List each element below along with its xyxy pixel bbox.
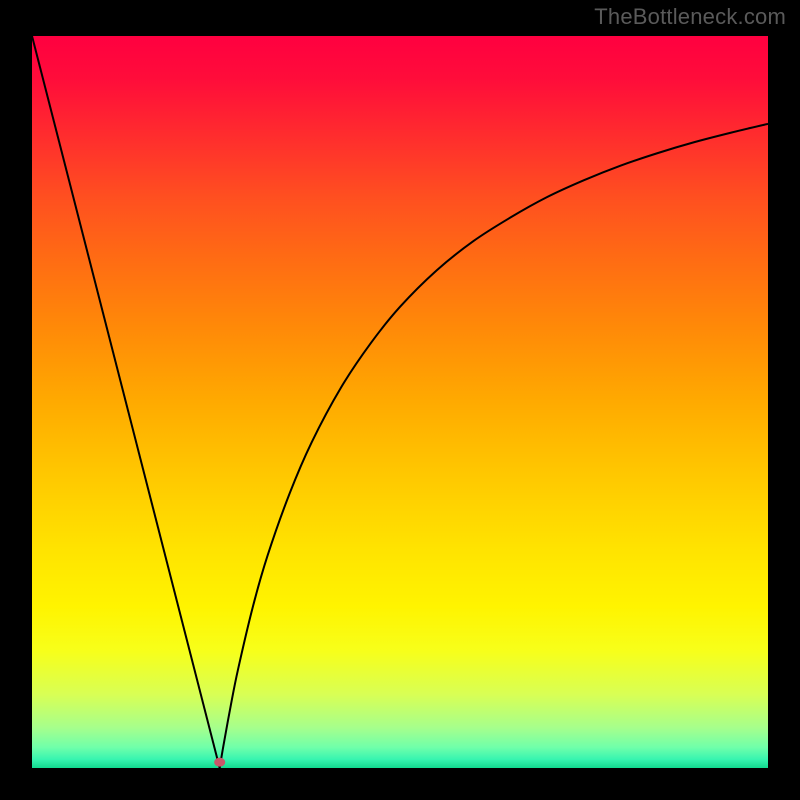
watermark-text: TheBottleneck.com — [594, 4, 786, 30]
minimum-marker — [214, 758, 225, 767]
curve-layer — [32, 36, 768, 768]
right-branch-curve — [220, 124, 768, 768]
plot-area — [32, 36, 768, 768]
left-branch-line — [32, 36, 220, 768]
figure-container: TheBottleneck.com — [0, 0, 800, 800]
